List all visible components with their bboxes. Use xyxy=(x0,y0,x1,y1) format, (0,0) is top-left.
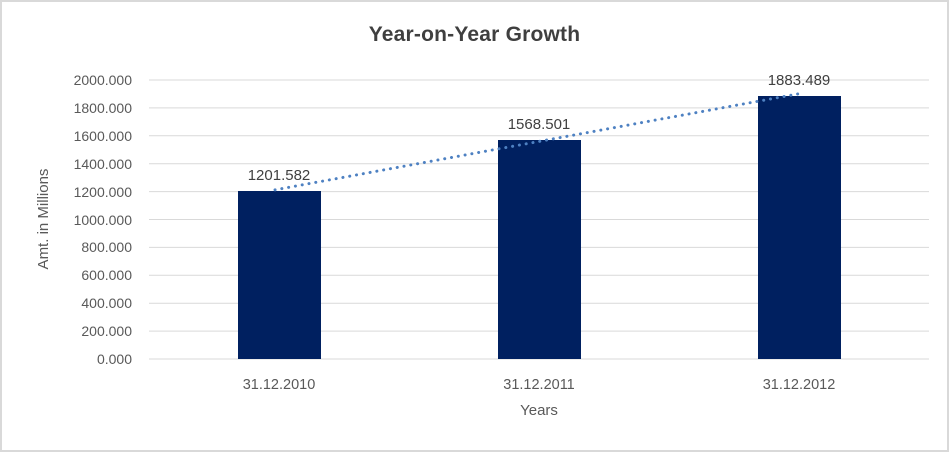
y-axis-tick-label: 1800.000 xyxy=(73,99,132,116)
x-axis-title: Years xyxy=(520,402,558,419)
y-axis-tick-label: 200.000 xyxy=(81,323,132,340)
y-axis-tick-label: 1000.000 xyxy=(73,211,132,228)
y-axis-tick-label: 600.000 xyxy=(81,267,132,284)
y-axis-tick-label: 1600.000 xyxy=(73,127,132,144)
y-axis-tick-label: 400.000 xyxy=(81,295,132,312)
x-axis-tick-label: 31.12.2010 xyxy=(242,377,316,393)
bar xyxy=(757,96,841,359)
y-axis-tick-label: 1400.000 xyxy=(73,155,132,172)
bar-data-label: 1883.489 xyxy=(767,72,831,90)
bar xyxy=(497,140,581,359)
bar-data-label: 1568.501 xyxy=(507,116,571,134)
bar-data-label: 1201.582 xyxy=(247,167,311,185)
trendline-path xyxy=(273,92,801,192)
x-axis-tick-label: 31.12.2011 xyxy=(503,377,575,393)
y-axis-tick-label: 1200.000 xyxy=(73,183,132,200)
x-axis-tick-label: 31.12.2012 xyxy=(762,377,836,393)
y-axis-tick-label: 2000.000 xyxy=(73,72,132,88)
y-axis-tick-label: 800.000 xyxy=(81,239,132,256)
bar xyxy=(237,191,321,359)
chart-title: Year-on-Year Growth xyxy=(368,23,581,46)
y-axis-tick-label: 0.000 xyxy=(96,351,132,367)
